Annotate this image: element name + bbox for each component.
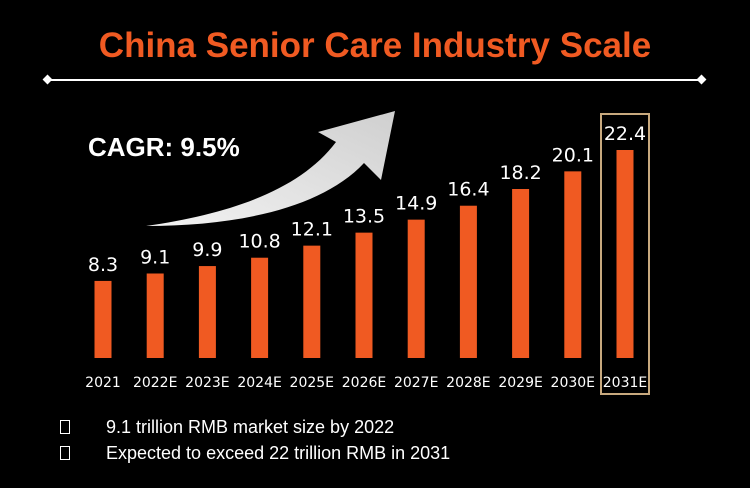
value-label: 13.5 [343,206,385,228]
bar-2030E [564,171,582,358]
bullet-box-icon [60,420,70,434]
category-label: 2028E [446,375,490,391]
bullet-text: Expected to exceed 22 trillion RMB in 20… [106,442,451,463]
bullet-text: 9.1 trillion RMB market size by 2022 [106,416,395,437]
category-label: 2026E [342,375,386,391]
category-label: 2022E [133,375,177,391]
bar-2024E [251,257,269,358]
category-label: 2027E [394,375,438,391]
category-label: 2030E [551,375,595,391]
bar-2029E [512,189,530,358]
bar-2028E [459,205,477,358]
bar-2025E [303,245,321,358]
value-label: 14.9 [395,193,437,215]
value-label: 20.1 [552,144,594,166]
value-label: 16.4 [447,179,489,201]
value-label: 12.1 [291,219,333,241]
bar-2022E [146,273,164,358]
bar-2021 [94,280,112,358]
bar-2031E [616,150,634,358]
category-label: 2031E [603,375,647,391]
bar-2026E [355,232,373,358]
bar-2023E [198,266,216,358]
category-label: 2023E [185,375,229,391]
category-label: 2025E [290,375,334,391]
value-label: 8.3 [88,254,118,276]
value-label: 10.8 [238,231,280,253]
category-label: 2024E [237,375,281,391]
category-label: 2029E [498,375,542,391]
highlight-frame [600,113,650,395]
bullet-item: Expected to exceed 22 trillion RMB in 20… [60,440,450,466]
bullet-item: 9.1 trillion RMB market size by 2022 [60,414,450,440]
value-label: 18.2 [499,162,541,184]
growth-arrow-icon [146,111,395,226]
value-label: 9.1 [140,247,170,269]
category-label: 2021 [85,375,121,391]
bar-2027E [407,219,425,358]
title-divider [48,79,702,81]
cagr-label: CAGR: 9.5% [88,132,240,162]
value-label: 22.4 [604,123,646,145]
value-label: 9.9 [192,239,222,261]
bullet-list: 9.1 trillion RMB market size by 2022 Exp… [60,414,450,466]
bullet-box-icon [60,446,70,460]
chart-title: China Senior Care Industry Scale [98,26,652,65]
bars-layer: 8.3 2021 9.1 2022E 9.9 2023E 10.8 2024E 12.1 2025… [85,113,650,395]
